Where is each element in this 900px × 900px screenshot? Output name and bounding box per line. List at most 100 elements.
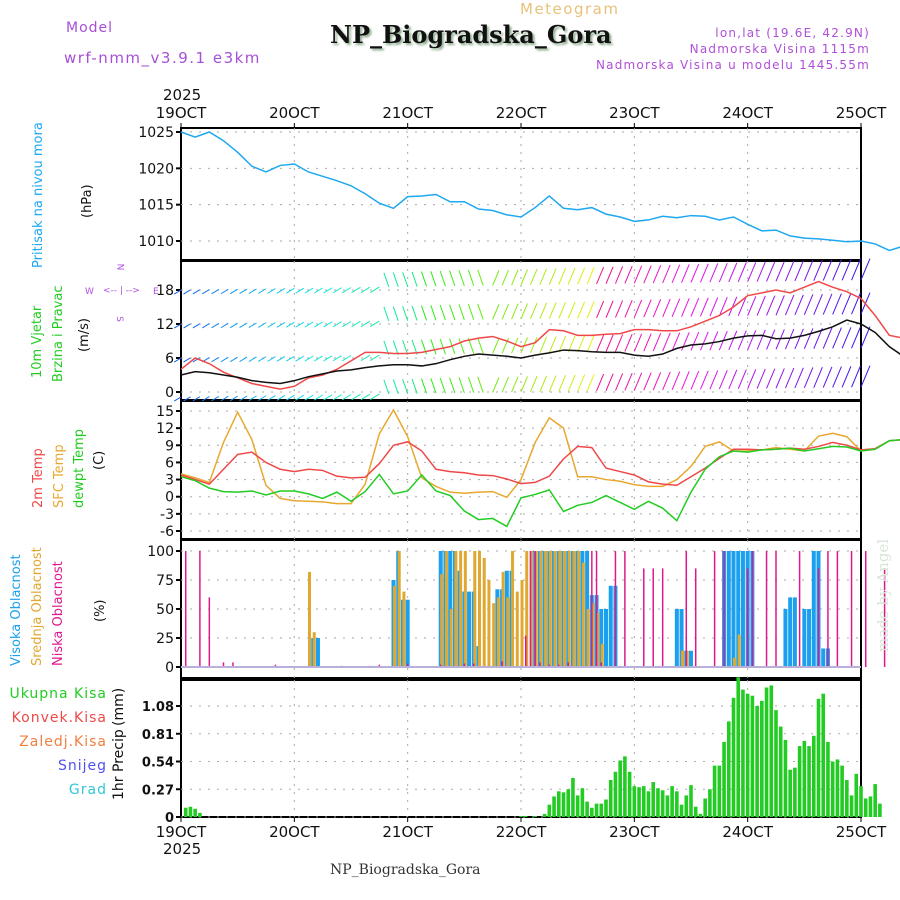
wind-barb	[803, 294, 814, 316]
wind-barb	[267, 395, 276, 401]
x-tick-label-bottom: 23OCT	[609, 823, 660, 841]
wind-barb	[822, 293, 833, 315]
wind-barb	[529, 336, 538, 354]
wind-barb	[220, 288, 229, 295]
precip-bar	[698, 813, 703, 817]
precip-bar	[693, 806, 698, 817]
wind-barb	[605, 266, 614, 284]
wind-barb	[276, 356, 286, 362]
y-tick-label: 75	[156, 573, 174, 589]
wind-barb	[747, 369, 757, 389]
wind-barb	[633, 299, 643, 318]
wind-barb	[737, 296, 747, 316]
cloud-bar-visoka	[726, 551, 731, 667]
wind-barb	[211, 357, 220, 363]
wind-barb	[586, 267, 595, 285]
model-elevation-info: Nadmorska Visina u modelu 1445.55m	[595, 58, 870, 72]
y-tick-label: 3	[165, 473, 174, 489]
wind-barb	[596, 334, 605, 353]
wind-barb	[383, 379, 390, 395]
cloud-bar-niska	[827, 551, 829, 667]
wind-barb	[558, 336, 567, 353]
dewpt-line	[180, 439, 900, 528]
wind-barb	[295, 287, 305, 294]
cloud-bar-niska	[548, 664, 551, 667]
cloud-bar-niska	[694, 568, 697, 667]
wind-barb	[257, 288, 267, 294]
precip-bar	[547, 804, 552, 817]
wind-barb	[323, 321, 333, 328]
precip-bar	[793, 767, 797, 817]
cloud-bar-visoka	[604, 609, 608, 667]
cloud-bar-srednja	[733, 657, 736, 667]
cloud-bar-srednja	[440, 574, 444, 667]
precip-bar	[868, 796, 873, 817]
cloud-bar-niska	[850, 551, 853, 667]
cloud-bar-niska	[378, 664, 381, 667]
wind-barb	[652, 372, 662, 391]
cloud-bar-niska	[534, 551, 536, 667]
wind-barb	[285, 394, 295, 401]
cloud-bar-srednja	[591, 603, 595, 667]
y-tick-label: 12	[156, 421, 174, 437]
cloud-bar-srednja	[511, 551, 515, 667]
wind-barb	[248, 322, 257, 328]
wind-barb	[276, 395, 286, 401]
wind-barb	[458, 304, 465, 320]
wind-barb	[342, 321, 352, 328]
wind-barb	[577, 335, 586, 353]
wind-barb	[411, 378, 418, 394]
wind-barb	[718, 262, 728, 283]
precip-bar	[665, 795, 670, 817]
cloud-bar-niska	[501, 661, 503, 667]
x-tick-label-top: 20OCT	[269, 104, 320, 122]
cloud-bar-niska	[685, 551, 688, 667]
y-tick-label: -6	[160, 524, 174, 540]
wind-barb	[501, 269, 509, 286]
wind-barb	[248, 395, 257, 401]
precip-bar	[854, 773, 859, 817]
cloud-bar-niska	[274, 664, 277, 667]
wind-barb	[267, 288, 276, 294]
precip-bar	[849, 795, 854, 817]
wind-barb	[728, 262, 738, 283]
cloud-bar-srednja	[492, 603, 496, 667]
cloud-bar-niska	[624, 551, 626, 667]
cloud-bar-visoka	[740, 551, 745, 667]
wind-barb	[492, 304, 500, 320]
wind-barb	[539, 268, 548, 285]
wind-barb	[201, 289, 210, 295]
cloud-bar-srednja	[496, 597, 500, 667]
model-name: wrf-nmm_v3.9.1 e3km	[64, 49, 261, 67]
wind-barb	[229, 288, 238, 295]
chart-title: NP_Biogradska_Gora	[330, 20, 612, 49]
wind-barb	[596, 266, 605, 285]
wind-barb	[192, 289, 201, 295]
cloud-bar-niska	[751, 551, 754, 667]
precip-bar	[670, 786, 674, 817]
wind-barb	[323, 287, 333, 294]
wind-barb	[332, 355, 342, 362]
wind-barb	[192, 357, 201, 363]
wind-barb	[671, 298, 681, 317]
wind-barb	[402, 306, 409, 321]
wind-barb	[477, 303, 484, 320]
wind-barb	[671, 371, 681, 390]
wind-barb	[229, 322, 238, 329]
wind-barb	[662, 371, 671, 391]
precip-bar	[193, 808, 197, 817]
wind-barb	[813, 327, 823, 349]
precip-bar	[760, 700, 764, 817]
cloud-bar-srednja	[463, 551, 467, 667]
precip-bar	[608, 780, 613, 817]
cloud-bar-visoka	[783, 609, 788, 667]
cloud-bar-visoka	[674, 609, 679, 667]
wind-barb	[173, 289, 182, 295]
model-label: Model	[66, 20, 114, 36]
wind-barb	[832, 366, 842, 388]
wind-barb	[728, 330, 738, 351]
wind-barb	[332, 321, 342, 328]
wind-barb	[548, 375, 557, 392]
wind-barb	[342, 287, 352, 294]
wind-barb	[220, 322, 229, 329]
